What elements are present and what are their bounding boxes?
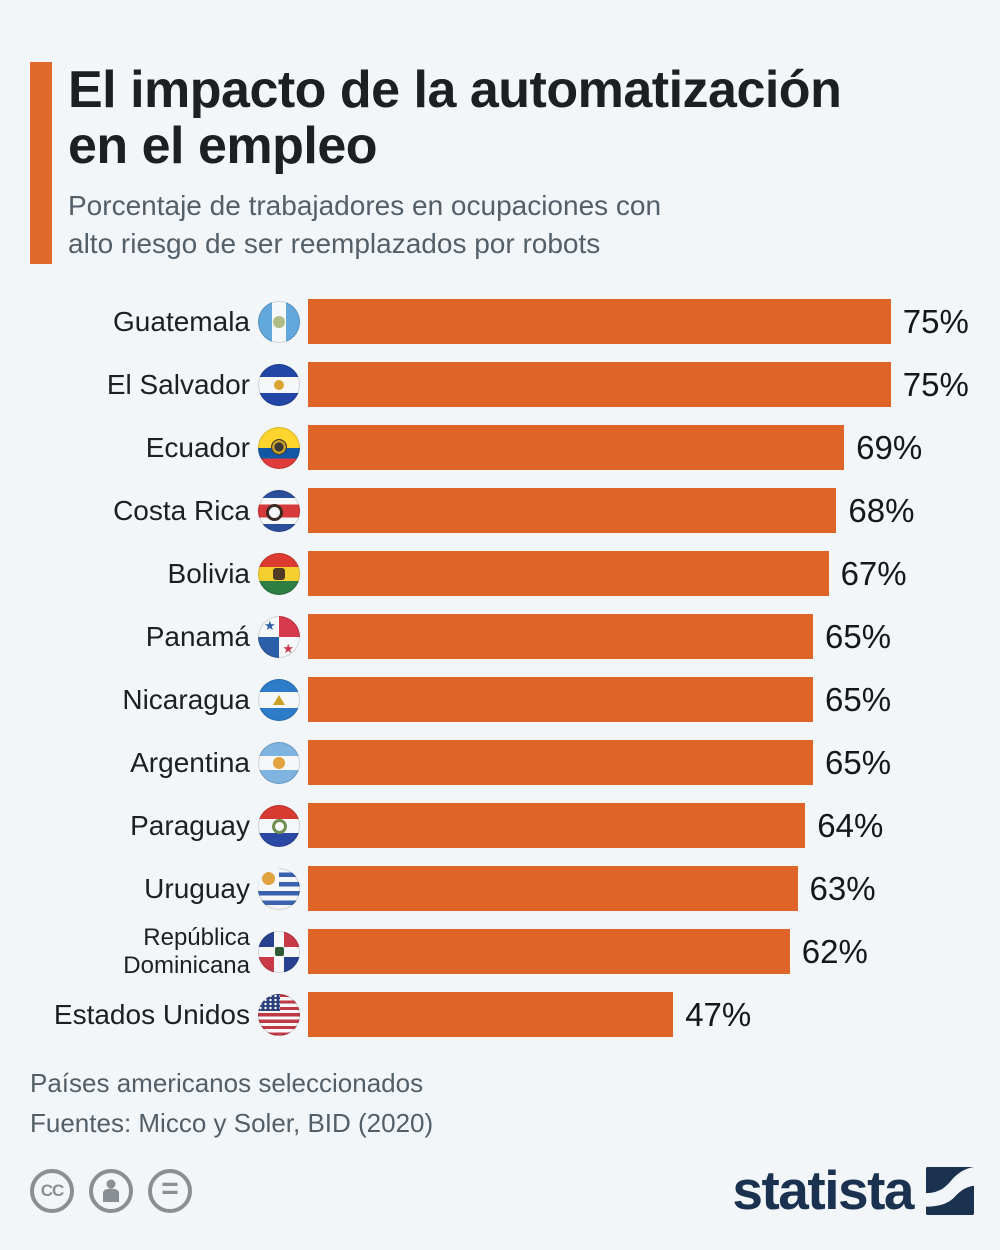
statista-logo[interactable]: statista bbox=[732, 1163, 974, 1218]
statista-logo-text: statista bbox=[732, 1159, 914, 1221]
bar bbox=[308, 740, 814, 785]
footnote-selection: Países americanos seleccionados bbox=[30, 1068, 424, 1098]
value-label: 69% bbox=[856, 428, 923, 466]
bar-row-ecuador: Ecuador 69% bbox=[30, 425, 1000, 470]
country-label: Panamá bbox=[145, 620, 250, 652]
bar bbox=[308, 425, 845, 470]
page-title: El impacto de la automatización en el em… bbox=[68, 61, 842, 175]
bar-row-panama: Panamá 65% bbox=[30, 614, 1000, 659]
argentina-flag-icon bbox=[258, 741, 300, 784]
bolivia-flag-icon bbox=[258, 552, 300, 595]
bar-row-el-salvador: El Salvador 75% bbox=[30, 362, 1000, 407]
value-label: 65% bbox=[825, 680, 892, 718]
value-label: 63% bbox=[809, 869, 876, 907]
country-label: El Salvador bbox=[106, 368, 250, 400]
country-label: Nicaragua bbox=[122, 683, 250, 715]
value-label: 62% bbox=[801, 932, 868, 970]
value-label: 67% bbox=[840, 554, 907, 592]
country-label: Bolivia bbox=[167, 557, 250, 589]
bar-row-usa: Estados Unidos 47% bbox=[30, 992, 1000, 1037]
footnote-source: Fuentes: Micco y Soler, BID (2020) bbox=[30, 1108, 434, 1138]
attribution-person-icon[interactable] bbox=[89, 1168, 133, 1213]
bar bbox=[308, 803, 806, 848]
bar bbox=[308, 362, 891, 407]
usa-flag-icon bbox=[258, 993, 300, 1036]
dominican-republic-flag-icon bbox=[258, 930, 300, 973]
paraguay-flag-icon bbox=[258, 804, 300, 847]
value-label: 75% bbox=[902, 365, 969, 403]
bar-row-dominican-republic: República Dominicana 62% bbox=[30, 924, 1000, 979]
bar-row-uruguay: Uruguay 63% bbox=[30, 866, 1000, 911]
bar bbox=[308, 992, 674, 1037]
country-label: Guatemala bbox=[113, 305, 250, 337]
subtitle-line-1: Porcentaje de trabajadores en ocupacione… bbox=[68, 190, 662, 221]
country-label: Uruguay bbox=[144, 872, 250, 904]
title-line-2: en el empleo bbox=[68, 117, 378, 175]
footnotes: Países americanos seleccionados Fuentes:… bbox=[0, 1063, 1000, 1143]
bar-row-paraguay: Paraguay 64% bbox=[30, 803, 1000, 848]
bar-row-nicaragua: Nicaragua 65% bbox=[30, 677, 1000, 722]
header: El impacto de la automatización en el em… bbox=[0, 0, 1000, 264]
bar bbox=[308, 929, 790, 974]
title-line-1: El impacto de la automatización bbox=[68, 61, 842, 119]
accent-bar bbox=[30, 62, 52, 264]
bar bbox=[308, 614, 814, 659]
costa-rica-flag-icon bbox=[258, 489, 300, 532]
page-subtitle: Porcentaje de trabajadores en ocupacione… bbox=[68, 187, 841, 263]
uruguay-flag-icon bbox=[258, 867, 300, 910]
no-derivatives-equals-icon[interactable]: = bbox=[148, 1168, 192, 1213]
bar bbox=[308, 677, 814, 722]
panama-flag-icon bbox=[258, 615, 300, 658]
bar-chart: Guatemala 75% El Salvador 75% Ecuador 69… bbox=[0, 299, 1000, 1037]
bar-row-argentina: Argentina 65% bbox=[30, 740, 1000, 785]
value-label: 65% bbox=[825, 743, 892, 781]
bar bbox=[308, 551, 829, 596]
bar-row-guatemala: Guatemala 75% bbox=[30, 299, 1000, 344]
subtitle-line-2: alto riesgo de ser reemplazados por robo… bbox=[68, 228, 601, 259]
bottom-bar: CC = statista bbox=[0, 1163, 1000, 1218]
country-label: República Dominicana bbox=[123, 923, 250, 979]
value-label: 75% bbox=[902, 302, 969, 340]
cc-icon[interactable]: CC bbox=[30, 1168, 74, 1213]
nicaragua-flag-icon bbox=[258, 678, 300, 721]
country-label: Argentina bbox=[130, 746, 250, 778]
el-salvador-flag-icon bbox=[258, 363, 300, 406]
value-label: 47% bbox=[685, 995, 752, 1033]
country-label: Estados Unidos bbox=[53, 998, 250, 1030]
bar bbox=[308, 488, 837, 533]
creative-commons-license[interactable]: CC = bbox=[30, 1168, 192, 1213]
statista-logo-mark-icon bbox=[926, 1166, 974, 1215]
bar-row-costa-rica: Costa Rica 68% bbox=[30, 488, 1000, 533]
guatemala-flag-icon bbox=[258, 300, 300, 343]
bar bbox=[308, 299, 891, 344]
value-label: 64% bbox=[817, 806, 884, 844]
bar-row-bolivia: Bolivia 67% bbox=[30, 551, 1000, 596]
value-label: 65% bbox=[825, 617, 892, 655]
ecuador-flag-icon bbox=[258, 426, 300, 469]
country-label: Costa Rica bbox=[113, 494, 250, 526]
bar bbox=[308, 866, 798, 911]
value-label: 68% bbox=[848, 491, 915, 529]
country-label: Paraguay bbox=[130, 809, 250, 841]
country-label: Ecuador bbox=[145, 431, 250, 463]
